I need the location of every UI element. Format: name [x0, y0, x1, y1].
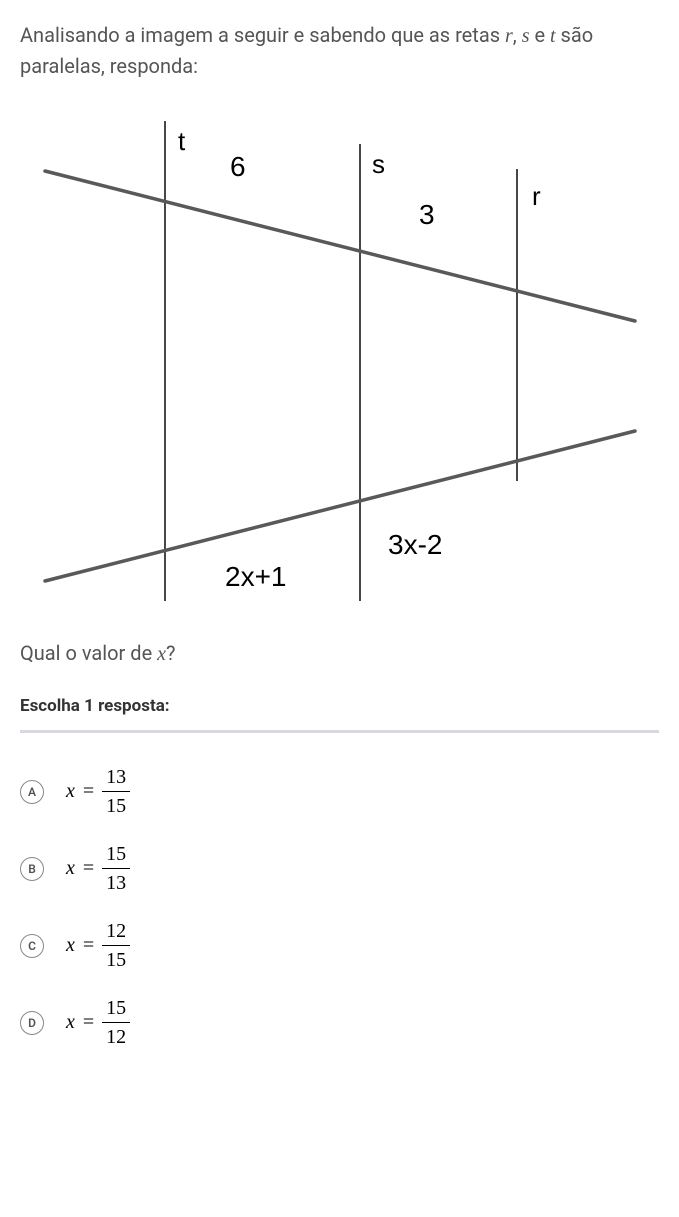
option-a-num: 13 — [102, 765, 130, 791]
label-r: r — [532, 181, 541, 212]
label-bottom-left: 2x+1 — [225, 561, 287, 593]
option-b-fraction: 15 13 — [102, 842, 130, 895]
question-sep1: , — [513, 23, 522, 47]
figure-svg — [20, 91, 640, 611]
label-three: 3 — [419, 199, 435, 231]
question-var-r: r — [505, 25, 513, 47]
option-d-eq: = — [83, 1011, 94, 1034]
option-c-var: x — [66, 934, 75, 957]
option-a-fraction: 13 15 — [102, 765, 130, 818]
option-d-equation: x = 15 12 — [66, 996, 130, 1049]
choose-instruction: Escolha 1 resposta: — [20, 696, 659, 716]
option-b-num: 15 — [102, 842, 130, 868]
option-c[interactable]: C x = 12 15 — [20, 907, 659, 984]
option-a-radio[interactable]: A — [20, 780, 44, 804]
label-six: 6 — [230, 151, 246, 183]
option-c-eq: = — [83, 934, 94, 957]
option-c-equation: x = 12 15 — [66, 919, 130, 972]
option-d-den: 12 — [102, 1022, 130, 1049]
question-text: Analisando a imagem a seguir e sabendo q… — [20, 20, 659, 81]
option-a-var: x — [66, 780, 75, 803]
label-bottom-right: 3x-2 — [388, 529, 442, 561]
option-b-den: 13 — [102, 868, 130, 895]
option-a-eq: = — [83, 780, 94, 803]
option-c-fraction: 12 15 — [102, 919, 130, 972]
question-var-s: s — [522, 25, 530, 47]
option-a-equation: x = 13 15 — [66, 765, 130, 818]
option-d-num: 15 — [102, 996, 130, 1022]
label-t: t — [178, 126, 185, 157]
option-b-equation: x = 15 13 — [66, 842, 130, 895]
option-d-radio[interactable]: D — [20, 1011, 44, 1035]
question-prefix: Analisando a imagem a seguir e sabendo q… — [20, 23, 505, 47]
subquestion: Qual o valor de x? — [20, 641, 659, 666]
option-a[interactable]: A x = 13 15 — [20, 753, 659, 830]
label-s: s — [372, 149, 385, 180]
option-b[interactable]: B x = 15 13 — [20, 830, 659, 907]
option-c-radio[interactable]: C — [20, 934, 44, 958]
option-a-den: 15 — [102, 791, 130, 818]
subquestion-x: x — [157, 643, 166, 665]
option-d-fraction: 15 12 — [102, 996, 130, 1049]
figure: t s r 6 3 2x+1 3x-2 — [20, 91, 640, 611]
option-b-radio[interactable]: B — [20, 857, 44, 881]
option-c-num: 12 — [102, 919, 130, 945]
divider — [20, 730, 659, 733]
option-d-var: x — [66, 1011, 75, 1034]
option-b-eq: = — [83, 857, 94, 880]
option-b-var: x — [66, 857, 75, 880]
subquestion-suffix: ? — [166, 641, 175, 665]
question-sep2: e — [530, 23, 551, 47]
subquestion-prefix: Qual o valor de — [20, 641, 157, 665]
option-d[interactable]: D x = 15 12 — [20, 984, 659, 1061]
option-c-den: 15 — [102, 945, 130, 972]
